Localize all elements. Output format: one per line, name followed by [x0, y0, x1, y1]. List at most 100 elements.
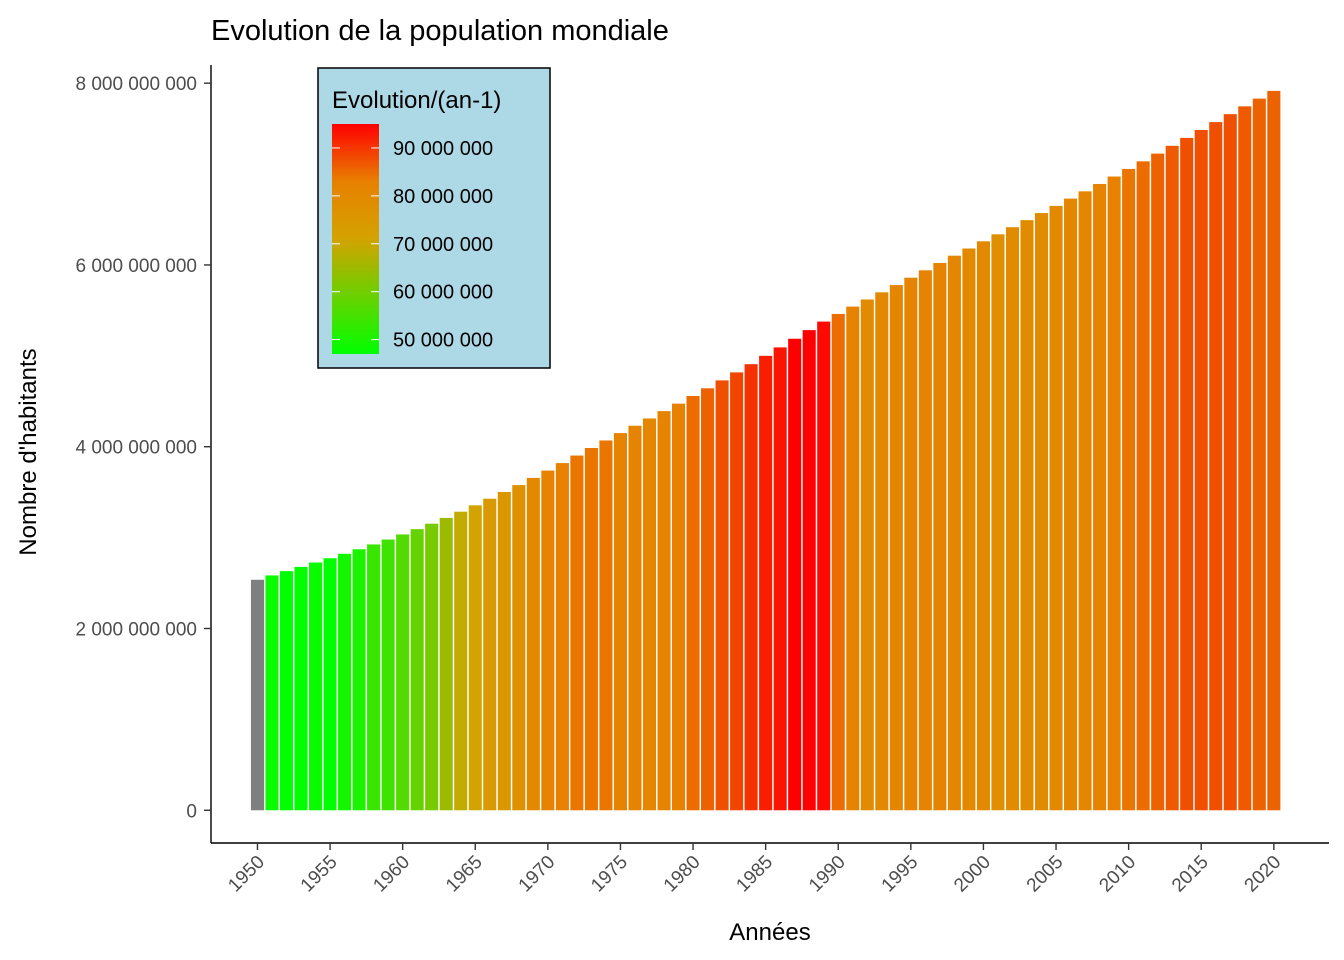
bar-1991 [846, 306, 860, 811]
bar-1999 [962, 248, 976, 811]
bar-1958 [367, 544, 381, 811]
bar-1986 [773, 347, 787, 811]
bar-1963 [439, 517, 453, 811]
bar-1957 [352, 549, 366, 811]
bar-1967 [497, 491, 511, 811]
bar-2019 [1252, 98, 1266, 811]
bar-1988 [802, 330, 816, 811]
bar-1996 [918, 270, 932, 811]
bar-1985 [759, 355, 773, 811]
bar-2009 [1107, 176, 1121, 811]
bar-1955 [323, 558, 337, 811]
chart-title: Evolution de la population mondiale [211, 15, 669, 47]
bar-1978 [657, 411, 671, 811]
bar-1962 [425, 523, 439, 811]
legend-label: 50 000 000 [393, 330, 493, 352]
bar-1951 [265, 575, 279, 811]
bar-2020 [1267, 90, 1281, 811]
bar-1952 [279, 571, 294, 811]
y-tick-label: 8 000 000 000 [75, 74, 197, 95]
bar-1994 [889, 285, 903, 811]
x-tick-label: 1955 [297, 852, 342, 897]
bar-2012 [1151, 153, 1165, 811]
bar-2003 [1020, 220, 1034, 811]
x-tick-label: 2010 [1095, 852, 1140, 897]
bar-1966 [483, 498, 497, 811]
bar-2002 [1005, 227, 1020, 811]
legend-label: 70 000 000 [393, 234, 493, 256]
bar-1972 [570, 455, 584, 811]
bar-1956 [338, 553, 352, 811]
bar-1990 [831, 313, 845, 811]
x-tick-label: 1960 [369, 852, 414, 897]
bar-2007 [1078, 191, 1092, 811]
bar-2010 [1122, 168, 1136, 811]
bar-2001 [991, 234, 1005, 811]
x-tick-label: 1990 [805, 852, 850, 897]
bar-1976 [628, 425, 642, 811]
legend-ticks: 90 000 000 80 000 000 70 000 000 60 000 000… [332, 138, 493, 352]
bar-1961 [410, 529, 424, 811]
y-tick-label: 6 000 000 000 [75, 256, 197, 277]
bar-1959 [381, 539, 395, 811]
bar-1954 [309, 562, 323, 811]
legend-label: 90 000 000 [393, 138, 493, 160]
bar-1998 [947, 255, 961, 811]
x-tick-label: 1970 [515, 852, 560, 897]
bar-2011 [1136, 161, 1150, 811]
x-tick-label: 2020 [1241, 852, 1286, 897]
bar-1960 [396, 534, 410, 811]
bar-1969 [526, 477, 540, 811]
bar-1987 [788, 338, 802, 811]
x-tick-label: 1965 [442, 852, 487, 897]
legend-label: 60 000 000 [393, 282, 493, 304]
bar-1995 [904, 277, 918, 811]
bar-1974 [599, 440, 613, 811]
bar-1975 [613, 433, 627, 811]
bar-1973 [584, 448, 598, 811]
bar-2004 [1034, 213, 1049, 811]
bar-1968 [512, 485, 526, 811]
bar-1982 [715, 380, 729, 811]
bar-2006 [1064, 198, 1078, 811]
bar-1992 [860, 299, 874, 811]
bar-2018 [1238, 106, 1252, 811]
y-tick-label: 0 [186, 801, 197, 822]
bar-1970 [541, 470, 555, 811]
bar-2000 [976, 241, 990, 811]
bar-1977 [642, 418, 657, 811]
legend: Evolution/(an-1) 90 000 000 80 000 000 70 … [317, 67, 551, 369]
x-tick-label: 1980 [660, 852, 705, 897]
bar-1964 [454, 511, 468, 811]
bar-1971 [555, 463, 569, 811]
bars-group [250, 90, 1281, 811]
legend-title: Evolution/(an-1) [332, 87, 501, 114]
bar-2008 [1093, 183, 1107, 811]
y-tick-label: 2 000 000 000 [75, 620, 197, 641]
bar-1953 [294, 566, 308, 811]
legend-label: 80 000 000 [393, 186, 493, 208]
legend-colorbar [332, 124, 379, 354]
x-axis-label: Années [729, 919, 810, 946]
bar-1993 [875, 292, 889, 811]
x-tick-label: 2005 [1023, 852, 1068, 897]
x-tick-label: 2000 [950, 852, 995, 897]
x-tick-label: 2015 [1168, 852, 1213, 897]
y-axis-label: Nombre d'habitants [15, 348, 42, 555]
bar-2005 [1049, 205, 1063, 811]
bar-1965 [468, 505, 482, 811]
x-axis-ticks: 1950 1955 1960 1965 1970 1975 1980 1985 1990 1995… [224, 843, 1285, 896]
bar-1980 [686, 396, 700, 811]
x-tick-label: 1985 [732, 852, 777, 897]
x-tick-label: 1950 [224, 852, 269, 897]
y-axis-ticks: 0 2 000 000 000 4 000 000 000 6 000 000 000… [75, 74, 211, 822]
bar-2017 [1223, 114, 1237, 811]
bar-2015 [1194, 129, 1208, 811]
x-tick-label: 1975 [587, 852, 632, 897]
bar-1984 [744, 364, 758, 811]
bar-1997 [933, 262, 947, 811]
bar-1981 [701, 388, 715, 811]
bar-2016 [1209, 122, 1223, 811]
bar-2013 [1165, 145, 1179, 811]
